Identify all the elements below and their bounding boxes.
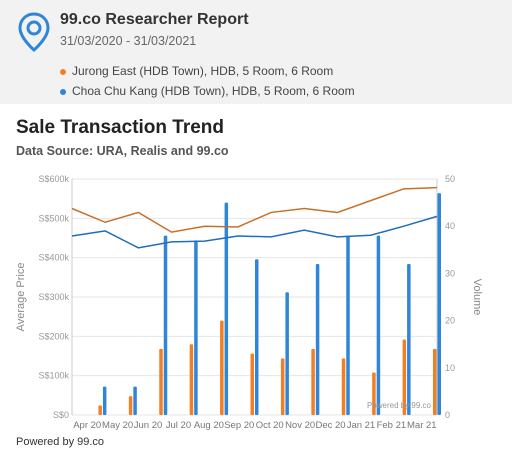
y-tick-right: 10 xyxy=(445,363,455,373)
x-tick-label: Jul 20 xyxy=(166,420,191,431)
date-range: 31/03/2020 - 31/03/2021 xyxy=(60,34,197,48)
sale-transaction-chart: S$0 S$100k S$200k S$300k S$400k S$500k S$600k 0… xyxy=(15,174,483,431)
x-tick-label: Aug 20 xyxy=(194,420,224,431)
report-title: 99.co Researcher Report xyxy=(60,11,249,28)
y-axis-label-right: Volume xyxy=(471,279,483,316)
volume-bar xyxy=(433,348,437,415)
x-tick-label: Sep 20 xyxy=(224,420,254,431)
powered-by-footer: Powered by 99.co xyxy=(16,436,105,448)
y-tick-right: 30 xyxy=(445,268,455,278)
volume-bar xyxy=(163,235,168,415)
y-axis-label-left: Average Price xyxy=(15,263,27,332)
x-tick-label: Jun 20 xyxy=(134,420,163,431)
volume-bar xyxy=(376,235,381,415)
location-pin-icon xyxy=(18,12,50,52)
y-tick-right: 50 xyxy=(445,174,455,184)
price-line xyxy=(71,186,438,233)
x-tick-label: Feb 21 xyxy=(377,420,407,431)
y-tick-left: S$600k xyxy=(38,174,69,184)
y-tick-left: S$100k xyxy=(38,371,69,381)
volume-bar xyxy=(224,202,229,415)
legend-label: Choa Chu Kang (HDB Town), HDB, 5 Room, 6… xyxy=(72,84,355,98)
x-tick-label: Jan 21 xyxy=(347,420,376,431)
y-tick-left: S$300k xyxy=(38,292,69,302)
y-tick-left: S$500k xyxy=(38,213,69,223)
x-tick-label: May 20 xyxy=(102,420,133,431)
y-tick-right: 20 xyxy=(445,316,455,326)
legend-item-choa-chu-kang: Choa Chu Kang (HDB Town), HDB, 5 Room, 6… xyxy=(60,84,355,98)
y-tick-left: S$0 xyxy=(53,410,69,420)
chart-title: Sale Transaction Trend xyxy=(16,117,225,138)
volume-bar xyxy=(250,353,254,415)
y-tick-right: 0 xyxy=(445,410,450,420)
volume-bar xyxy=(402,339,407,415)
volume-bar xyxy=(98,405,102,415)
report-header: 99.co Researcher Report 31/03/2020 - 31/… xyxy=(0,0,512,104)
volume-bar xyxy=(189,344,194,415)
legend-dot-orange xyxy=(60,68,66,75)
volume-bar xyxy=(128,396,133,415)
y-tick-right: 40 xyxy=(445,221,455,231)
volume-bar xyxy=(407,263,411,415)
volume-bar xyxy=(311,348,315,415)
volume-bar xyxy=(220,320,224,415)
volume-bar xyxy=(102,386,107,415)
y-tick-left: S$200k xyxy=(38,331,69,341)
y-tick-left: S$400k xyxy=(38,253,69,263)
volume-bar xyxy=(315,263,320,415)
x-tick-label: Dec 20 xyxy=(315,420,345,431)
volume-bar xyxy=(285,292,289,415)
chart-subtitle: Data Source: URA, Realis and 99.co xyxy=(16,144,229,158)
volume-bar xyxy=(346,235,350,415)
volume-bar xyxy=(133,386,137,415)
legend-item-jurong-east: Jurong East (HDB Town), HDB, 5 Room, 6 R… xyxy=(60,64,333,78)
volume-bar xyxy=(280,358,285,415)
legend-label: Jurong East (HDB Town), HDB, 5 Room, 6 R… xyxy=(72,64,334,78)
volume-bar xyxy=(372,372,376,415)
volume-bar xyxy=(194,240,198,415)
x-tick-label: Apr 20 xyxy=(73,420,101,431)
legend-dot-blue xyxy=(60,88,66,95)
volume-bar xyxy=(341,358,346,415)
chart-watermark: Powered by 99.co xyxy=(367,401,432,410)
x-tick-label: Nov 20 xyxy=(285,420,315,431)
x-tick-label: Mar 21 xyxy=(407,420,437,431)
x-tick-label: Oct 20 xyxy=(256,420,284,431)
volume-bar xyxy=(159,348,163,415)
volume-bar xyxy=(255,259,259,415)
volume-bar xyxy=(437,193,441,415)
price-line xyxy=(71,215,438,249)
